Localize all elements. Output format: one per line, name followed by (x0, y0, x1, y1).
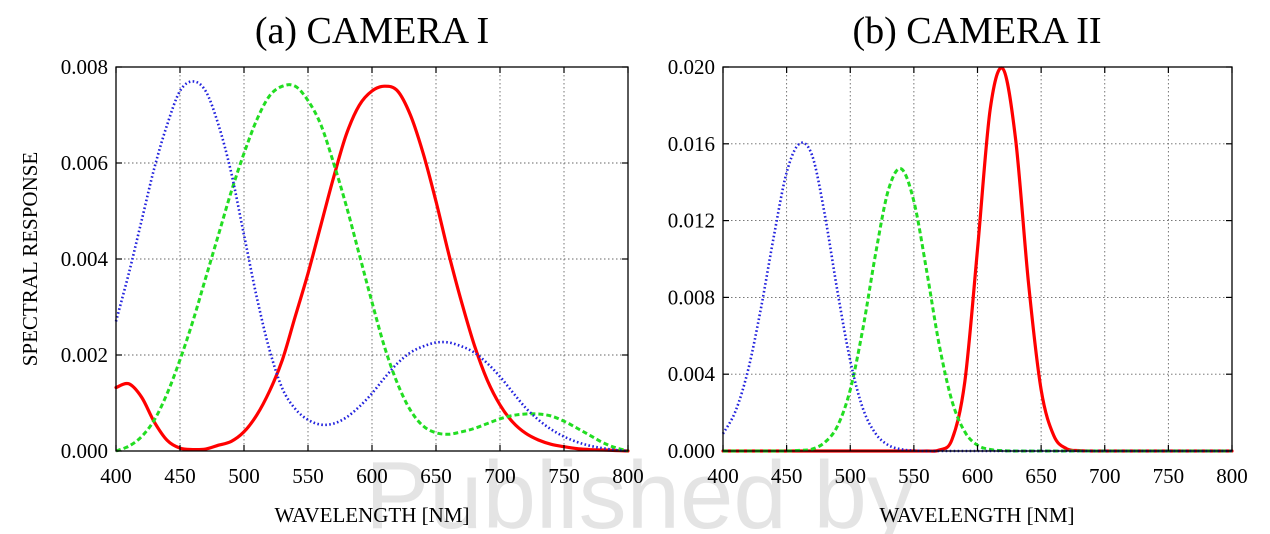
panel-b-series-blue-line (721, 141, 1232, 453)
panel-b-ytick-label-0: 0.000 (668, 439, 715, 463)
panel-a-series-green-line (115, 83, 629, 453)
panel-a-ytick-label-0: 0.000 (61, 439, 108, 463)
panel-b-ytick-label-1: 0.004 (668, 362, 716, 386)
panel-a-ytick-label-3: 0.006 (61, 151, 108, 175)
panel-b-xtick-label-0: 400 (707, 464, 739, 488)
panel-a-xtick-label-6: 700 (484, 464, 516, 488)
watermark: Published by (365, 442, 915, 534)
panel-a-ytick-label-2: 0.004 (61, 247, 109, 271)
panel-b-xtick-label-4: 600 (962, 464, 994, 488)
panel-b-series-red-line (721, 66, 1234, 453)
panel-b-plot-area: 400 450 500 550 600 650 700 750 800 0.000 0.004 0.0… (668, 55, 1248, 488)
panel-b: (b) CAMERA II WAVELENGTH [NM] 400 450 500 5… (668, 10, 1248, 527)
panel-a-ytick-label-1: 0.002 (61, 343, 108, 367)
panel-a-xtick-label-2: 500 (228, 464, 260, 488)
panel-a: (a) CAMERA I SPECTRAL RESPONSE WAVELENGT… (18, 10, 644, 527)
panel-b-xtick-label-7: 750 (1153, 464, 1185, 488)
panel-b-xtick-label-2: 500 (835, 464, 867, 488)
panel-a-xtick-label-7: 750 (548, 464, 580, 488)
panel-a-xtick-label-0: 400 (100, 464, 132, 488)
panel-b-ytick-label-2: 0.008 (668, 285, 715, 309)
panel-b-ytick-label-4: 0.016 (668, 132, 715, 156)
panel-b-xtick-label-6: 700 (1089, 464, 1121, 488)
panel-b-xtick-label-8: 800 (1216, 464, 1248, 488)
panel-b-ytick-label-5: 0.020 (668, 55, 715, 79)
panel-a-xtick-label-4: 600 (356, 464, 388, 488)
panel-a-xtick-label-3: 550 (292, 464, 324, 488)
panel-a-series-red-line (114, 84, 630, 453)
panel-b-series-green-line (722, 167, 1232, 453)
panel-a-ytick-label-4: 0.008 (61, 55, 108, 79)
panel-a-xtick-label-1: 450 (164, 464, 196, 488)
panel-a-plot-area: 400 450 500 550 600 650 700 750 800 0.000 0.002 0.0… (61, 55, 644, 488)
panel-a-title: (a) CAMERA I (255, 10, 489, 52)
panel-a-xlabel: WAVELENGTH [NM] (275, 503, 470, 527)
panel-b-ytick-label-3: 0.012 (668, 209, 715, 233)
panel-b-xtick-label-5: 650 (1025, 464, 1057, 488)
panel-b-xlabel: WAVELENGTH [NM] (880, 503, 1075, 527)
panel-b-xtick-label-3: 550 (898, 464, 930, 488)
panel-a-ylabel: SPECTRAL RESPONSE (18, 152, 42, 367)
panel-b-title: (b) CAMERA II (852, 10, 1101, 52)
panel-b-xtick-label-1: 450 (771, 464, 803, 488)
panel-a-xtick-label-8: 800 (612, 464, 644, 488)
panel-a-xtick-label-5: 650 (420, 464, 452, 488)
